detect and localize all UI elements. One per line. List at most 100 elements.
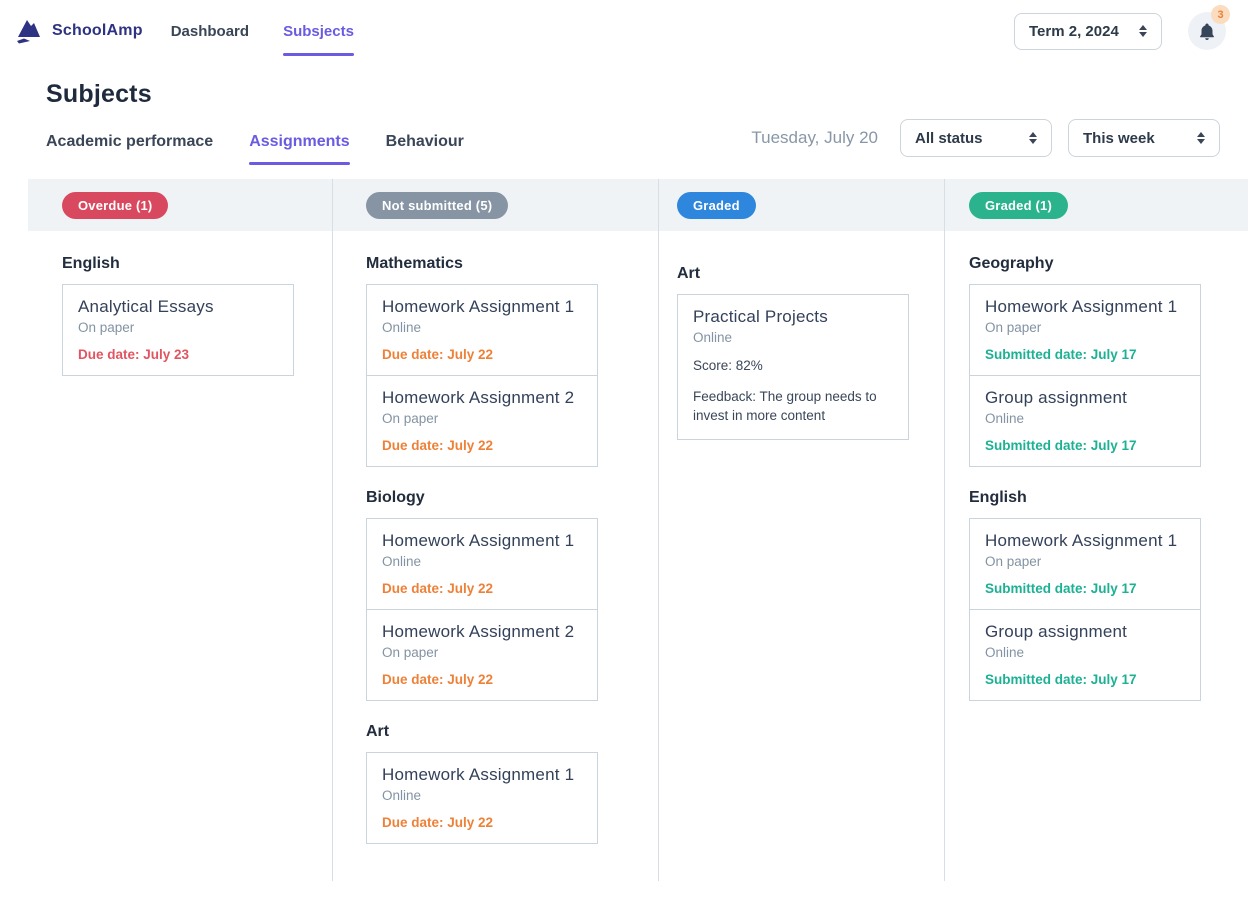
board-column: Overdue (1) English Analytical Essays On pa… (28, 179, 332, 881)
app-bar: SchoolAmp Dashboard Subsjects Term 2, 20… (0, 0, 1248, 62)
assignment-title: Homework Assignment 1 (985, 297, 1178, 316)
assignment-date: Due date: July 22 (382, 347, 494, 362)
subject-group: Art Homework Assignment 1 Online Due date: … (366, 723, 658, 844)
brand[interactable]: SchoolAmp (14, 17, 143, 45)
assignment-mode: On paper (382, 645, 439, 660)
range-filter-value: This week (1083, 129, 1155, 147)
assignment-score: Score: 82% (693, 358, 763, 373)
assignment-feedback: Feedback: The group needs to invest in m… (693, 388, 877, 424)
assignment-date: Submitted date: July 17 (985, 438, 1137, 453)
board-column: Graded Art Practical Projects Online Score: … (658, 179, 944, 881)
assignment-title: Group assignment (985, 622, 1128, 641)
column-header: Graded (659, 179, 944, 231)
subject-group: Geography Homework Assignment 1 On paper Su… (969, 255, 1248, 467)
subject-name: Art (366, 723, 390, 740)
assignment-title: Practical Projects (693, 307, 828, 326)
assignment-mode: On paper (78, 320, 135, 335)
assignment-card[interactable]: Analytical Essays On paper Due date: July … (62, 284, 294, 376)
subject-group: English Analytical Essays On paper Due date… (62, 255, 332, 376)
assignment-card[interactable]: Homework Assignment 2 On paper Due date: J… (366, 609, 598, 701)
column-body: Geography Homework Assignment 1 On paper Su… (945, 231, 1248, 881)
assignment-title: Homework Assignment 2 (382, 388, 575, 407)
column-header: Graded (1) (945, 179, 1248, 231)
status-filter-value: All status (915, 129, 983, 147)
assignment-date: Due date: July 22 (382, 438, 494, 453)
toolbar: Academic performace Assignments Behaviou… (46, 117, 1220, 165)
tab-behaviour[interactable]: Behaviour (385, 133, 464, 150)
chevron-updown-icon (1139, 25, 1147, 37)
subject-name: Art (677, 265, 701, 282)
term-select-value: Term 2, 2024 (1029, 22, 1119, 40)
subject-group: English Homework Assignment 1 On paper Subm… (969, 489, 1248, 701)
assignment-date: Due date: July 22 (382, 672, 494, 687)
board-column: Graded (1) Geography Homework Assignment 1… (944, 179, 1248, 881)
subject-name: English (62, 255, 120, 272)
assignment-date: Submitted date: July 17 (985, 581, 1137, 596)
assignment-mode: Online (382, 320, 422, 335)
assignment-card[interactable]: Group assignment Online Submitted date: Ju… (969, 375, 1201, 467)
assignment-date: Submitted date: July 17 (985, 672, 1137, 687)
range-filter-select[interactable]: This week (1068, 119, 1220, 157)
column-header: Overdue (1) (28, 179, 332, 231)
current-date-label: Tuesday, July 20 (751, 128, 878, 147)
brand-name: SchoolAmp (52, 22, 143, 39)
status-badge: Graded (1) (969, 191, 1069, 219)
subject-group: Art Practical Projects Online Score: 82% Fee… (677, 265, 944, 440)
column-header: Not submitted (5) (333, 179, 658, 231)
assignment-card[interactable]: Homework Assignment 1 On paper Submitted d… (969, 284, 1201, 376)
assignments-board: Overdue (1) English Analytical Essays On pa… (28, 179, 1248, 881)
status-filter-select[interactable]: All status (900, 119, 1052, 157)
term-select[interactable]: Term 2, 2024 (1014, 12, 1162, 50)
assignment-date: Submitted date: July 17 (985, 347, 1137, 362)
tab-academic-performance[interactable]: Academic performace (46, 133, 214, 150)
schoolamp-logo-icon (14, 17, 44, 45)
assignment-title: Analytical Essays (78, 297, 214, 316)
column-body: Art Practical Projects Online Score: 82% Fee… (659, 231, 944, 881)
assignment-title: Homework Assignment 1 (382, 297, 575, 316)
column-body: Mathematics Homework Assignment 1 Online Du… (333, 231, 658, 881)
assignment-mode: On paper (985, 554, 1042, 569)
column-body: English Analytical Essays On paper Due date… (28, 231, 332, 881)
chevron-updown-icon (1029, 132, 1037, 144)
assignment-card[interactable]: Homework Assignment 1 Online Due date: Jul… (366, 518, 598, 610)
status-badge: Not submitted (5) (366, 191, 509, 219)
tab-assignments[interactable]: Assignments (249, 117, 351, 165)
subject-name: English (969, 489, 1027, 506)
assignment-title: Homework Assignment 1 (382, 531, 575, 550)
assignment-card[interactable]: Homework Assignment 1 Online Due date: Jul… (366, 752, 598, 844)
assignment-title: Homework Assignment 2 (382, 622, 575, 641)
nav-item-subjects[interactable]: Subsjects (283, 0, 354, 62)
notifications-button[interactable]: 3 (1188, 5, 1230, 50)
subject-group: Mathematics Homework Assignment 1 Online Du… (366, 255, 658, 467)
assignment-title: Homework Assignment 1 (382, 765, 575, 784)
assignment-mode: Online (985, 411, 1025, 426)
page-title: Subjects (46, 80, 152, 108)
assignment-mode: On paper (985, 320, 1042, 335)
assignment-mode: Online (382, 554, 422, 569)
assignment-card[interactable]: Practical Projects Online Score: 82% Feedba… (677, 294, 909, 440)
assignment-mode: Online (693, 330, 733, 345)
status-badge: Graded (677, 191, 756, 219)
notification-count-badge: 3 (1211, 5, 1230, 24)
assignment-title: Homework Assignment 1 (985, 531, 1178, 550)
subject-name: Geography (969, 255, 1054, 272)
assignment-card[interactable]: Homework Assignment 2 On paper Due date: J… (366, 375, 598, 467)
chevron-updown-icon (1197, 132, 1205, 144)
assignment-date: Due date: July 22 (382, 581, 494, 596)
assignment-mode: Online (985, 645, 1025, 660)
board-column: Not submitted (5) Mathematics Homework Ass… (332, 179, 658, 881)
assignment-mode: Online (382, 788, 422, 803)
assignment-date: Due date: July 22 (382, 815, 494, 830)
top-nav: Dashboard Subsjects (171, 0, 354, 62)
nav-item-dashboard[interactable]: Dashboard (170, 22, 250, 40)
assignment-card[interactable]: Homework Assignment 1 On paper Submitted d… (969, 518, 1201, 610)
assignment-card[interactable]: Homework Assignment 1 Online Due date: Jul… (366, 284, 598, 376)
status-badge: Overdue (1) (62, 191, 169, 219)
assignment-date: Due date: July 23 (78, 347, 190, 362)
subject-name: Mathematics (366, 255, 463, 272)
page-header: Subjects Academic performace Assignments… (0, 62, 1248, 165)
tab-bar: Academic performace Assignments Behaviou… (46, 117, 464, 165)
assignment-mode: On paper (382, 411, 439, 426)
subject-name: Biology (366, 489, 425, 506)
assignment-card[interactable]: Group assignment Online Submitted date: Ju… (969, 609, 1201, 701)
